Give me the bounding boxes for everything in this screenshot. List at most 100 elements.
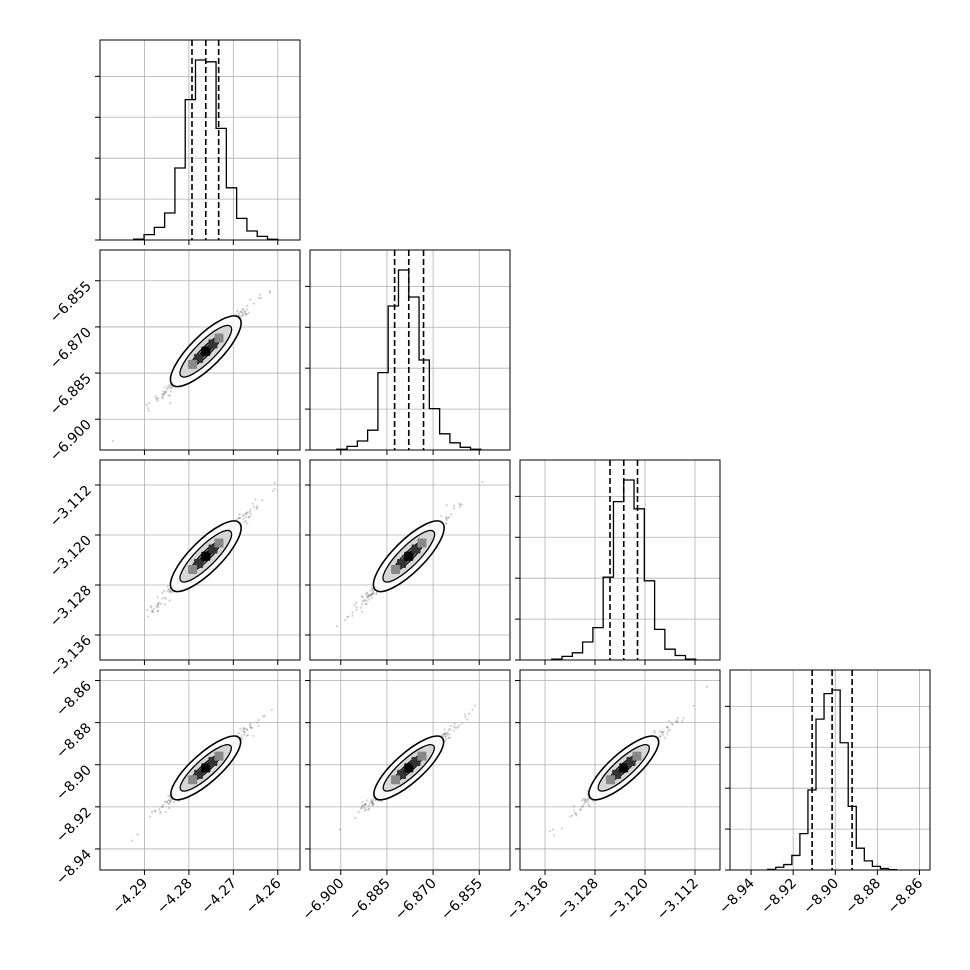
sample-point (444, 739, 447, 742)
sample-point (166, 385, 170, 389)
sample-point (167, 799, 171, 802)
panel-clip-group (310, 670, 510, 870)
sample-point (659, 730, 662, 733)
sample-point (169, 590, 172, 593)
histogram-panel-2 (515, 459, 721, 665)
sample-point (447, 516, 451, 519)
sample-point (448, 733, 451, 736)
sample-point (237, 312, 240, 315)
sample-point (581, 804, 585, 807)
sample-point (246, 733, 250, 737)
panel-clip-group (100, 460, 300, 660)
sample-point (167, 394, 170, 397)
sample-point (363, 803, 366, 806)
y-tick-label: −3.136 (47, 632, 95, 680)
sample-point (446, 733, 449, 736)
sample-point (380, 800, 383, 803)
sample-point (246, 304, 249, 307)
sample-point (443, 728, 446, 731)
scatter-panel-2-0: −3.136−3.128−3.120−3.112 (47, 459, 301, 680)
sample-point (347, 615, 350, 618)
sample-point (551, 828, 554, 831)
sample-point (692, 704, 695, 707)
sample-point (149, 604, 152, 608)
y-tick-label: −8.90 (53, 762, 95, 804)
sample-point (250, 727, 253, 730)
x-tick-label: −6.885 (346, 876, 394, 924)
sample-point (268, 291, 272, 294)
sample-point (163, 391, 166, 395)
sample-point (361, 804, 364, 807)
sample-point (170, 798, 173, 801)
sample-point (369, 594, 372, 597)
sample-point (370, 801, 374, 804)
sample-point (665, 725, 668, 728)
sample-point (257, 297, 261, 300)
sample-point (156, 596, 159, 599)
x-tick-label: −8.94 (716, 875, 758, 917)
panel-frame (99, 669, 301, 871)
sample-point (368, 802, 371, 805)
sample-point (249, 298, 252, 301)
sample-point (448, 736, 451, 739)
sample-point (261, 499, 264, 502)
sample-point (245, 313, 249, 316)
scatter-panel-3-0: −4.29 −4.28 −4.27 −4.26 −8.94−8.92−8.90−8.88… (53, 669, 301, 917)
sample-point (552, 834, 556, 837)
panel-frame (99, 39, 301, 241)
sample-point (150, 610, 154, 614)
sample-point (244, 313, 247, 316)
sample-point (161, 591, 164, 595)
y-tick-label: −8.88 (53, 720, 95, 762)
sample-point (244, 513, 247, 516)
sample-point (244, 512, 247, 515)
sample-point (262, 715, 265, 718)
sample-point (241, 737, 244, 740)
sample-point (159, 810, 162, 813)
x-tick-label: −4.26 (243, 875, 285, 917)
panel-frame (519, 669, 721, 871)
sample-point (166, 800, 169, 803)
sample-point (242, 727, 245, 730)
density-cell (391, 775, 401, 785)
sample-point (244, 312, 247, 316)
sample-point (580, 799, 584, 802)
sample-point (151, 609, 154, 612)
sample-point (681, 720, 684, 723)
x-tick-label: −3.136 (504, 875, 552, 923)
sample-point (243, 728, 246, 731)
sample-point (246, 308, 249, 311)
sample-point (161, 597, 164, 600)
sample-point (453, 722, 456, 725)
sample-point (165, 800, 168, 804)
density-cell (201, 763, 211, 773)
scatter-panel-3-1: −6.900−6.885−6.870−6.855 (300, 669, 511, 924)
y-tick-label: −8.94 (53, 846, 95, 888)
sample-point (370, 596, 373, 600)
sample-point (249, 726, 252, 729)
sample-point (583, 798, 586, 801)
sample-point (360, 603, 363, 606)
sample-point (444, 732, 447, 736)
sample-point (448, 727, 451, 730)
sample-point (239, 310, 242, 313)
sample-point (355, 601, 358, 604)
sample-point (662, 730, 665, 734)
sample-point (574, 812, 577, 815)
sample-point (355, 606, 358, 609)
sample-point (448, 729, 451, 732)
density-cell (201, 551, 211, 561)
sample-point (158, 808, 161, 811)
sample-point (252, 734, 255, 738)
sample-point (238, 513, 241, 516)
sample-point (370, 801, 374, 804)
sample-point (351, 611, 354, 614)
sample-point (365, 596, 369, 599)
x-tick-label: −8.86 (885, 875, 927, 917)
sample-point (365, 591, 368, 594)
sample-point (241, 514, 244, 517)
sample-point (456, 726, 459, 729)
sample-point (361, 804, 365, 808)
histogram-step (336, 269, 482, 450)
sample-point (653, 729, 656, 732)
